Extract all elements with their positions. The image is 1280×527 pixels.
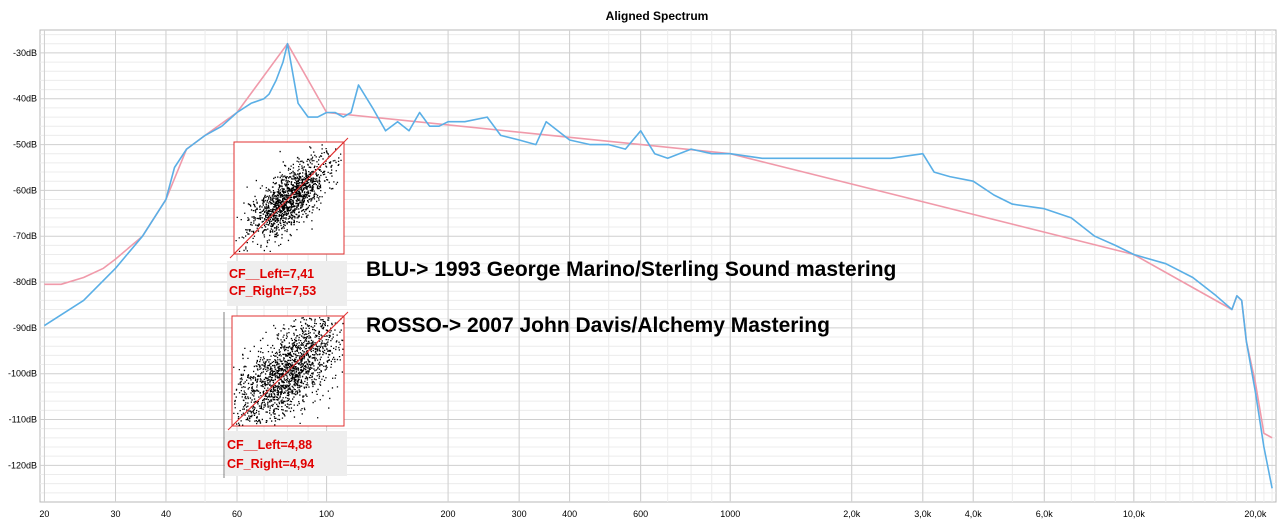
scatter-inset-1: CF__Left=7,41 CF_Right=7,53 xyxy=(227,137,349,306)
cf2-right-label: CF_Right=4,94 xyxy=(227,457,314,471)
x-tick-label: 400 xyxy=(562,509,577,519)
scatter-dots xyxy=(233,317,344,427)
x-tick-label: 10,0k xyxy=(1123,509,1146,519)
y-tick-label: -30dB xyxy=(13,48,37,58)
y-tick-label: -80dB xyxy=(13,277,37,287)
x-tick-label: 2,0k xyxy=(843,509,861,519)
annotation-rosso: ROSSO-> 2007 John Davis/Alchemy Masterin… xyxy=(366,314,830,337)
y-tick-label: -60dB xyxy=(13,185,37,195)
x-tick-label: 3,0k xyxy=(914,509,932,519)
chart-title: Aligned Spectrum xyxy=(606,9,709,23)
y-tick-label: -110dB xyxy=(9,415,37,425)
x-tick-label: 4,0k xyxy=(965,509,983,519)
x-tick-label: 20,0k xyxy=(1244,509,1267,519)
cf1-right-label: CF_Right=7,53 xyxy=(229,284,316,298)
x-tick-label: 100 xyxy=(319,509,334,519)
y-tick-label: -100dB xyxy=(8,369,37,379)
cf-box-1 xyxy=(227,261,347,306)
x-tick-label: 6,0k xyxy=(1036,509,1054,519)
annotation-blu: BLU-> 1993 George Marino/Sterling Sound … xyxy=(366,258,896,281)
x-tick-label: 1000 xyxy=(720,509,740,519)
cf1-left-label: CF__Left=7,41 xyxy=(229,267,314,281)
series-lines xyxy=(43,42,1273,489)
cf2-left-label: CF__Left=4,88 xyxy=(227,438,312,452)
y-tick-label: -40dB xyxy=(13,94,37,104)
y-tick-label: -120dB xyxy=(8,460,37,470)
y-axis-ticks: -30dB -40dB -50dB -60dB -70dB -80dB -90dB -100d… xyxy=(8,48,37,470)
x-tick-label: 60 xyxy=(232,509,242,519)
x-tick-label: 600 xyxy=(633,509,648,519)
y-tick-label: -70dB xyxy=(13,231,37,241)
scatter-inset-2: CF__Left=4,88 CF_Right=4,94 xyxy=(223,311,349,478)
x-tick-label: 20 xyxy=(39,509,49,519)
x-tick-label: 30 xyxy=(111,509,121,519)
x-tick-label: 300 xyxy=(512,509,527,519)
x-tick-label: 40 xyxy=(161,509,171,519)
x-axis-ticks: 20 30 40 60 100 200 300 400 600 1000 2,0k 3,0k 4,0k 6… xyxy=(39,509,1266,519)
y-tick-label: -90dB xyxy=(13,323,37,333)
cf-box-2 xyxy=(225,431,347,476)
y-tick-label: -50dB xyxy=(13,140,37,150)
series-line xyxy=(43,42,1273,489)
x-tick-label: 200 xyxy=(441,509,456,519)
